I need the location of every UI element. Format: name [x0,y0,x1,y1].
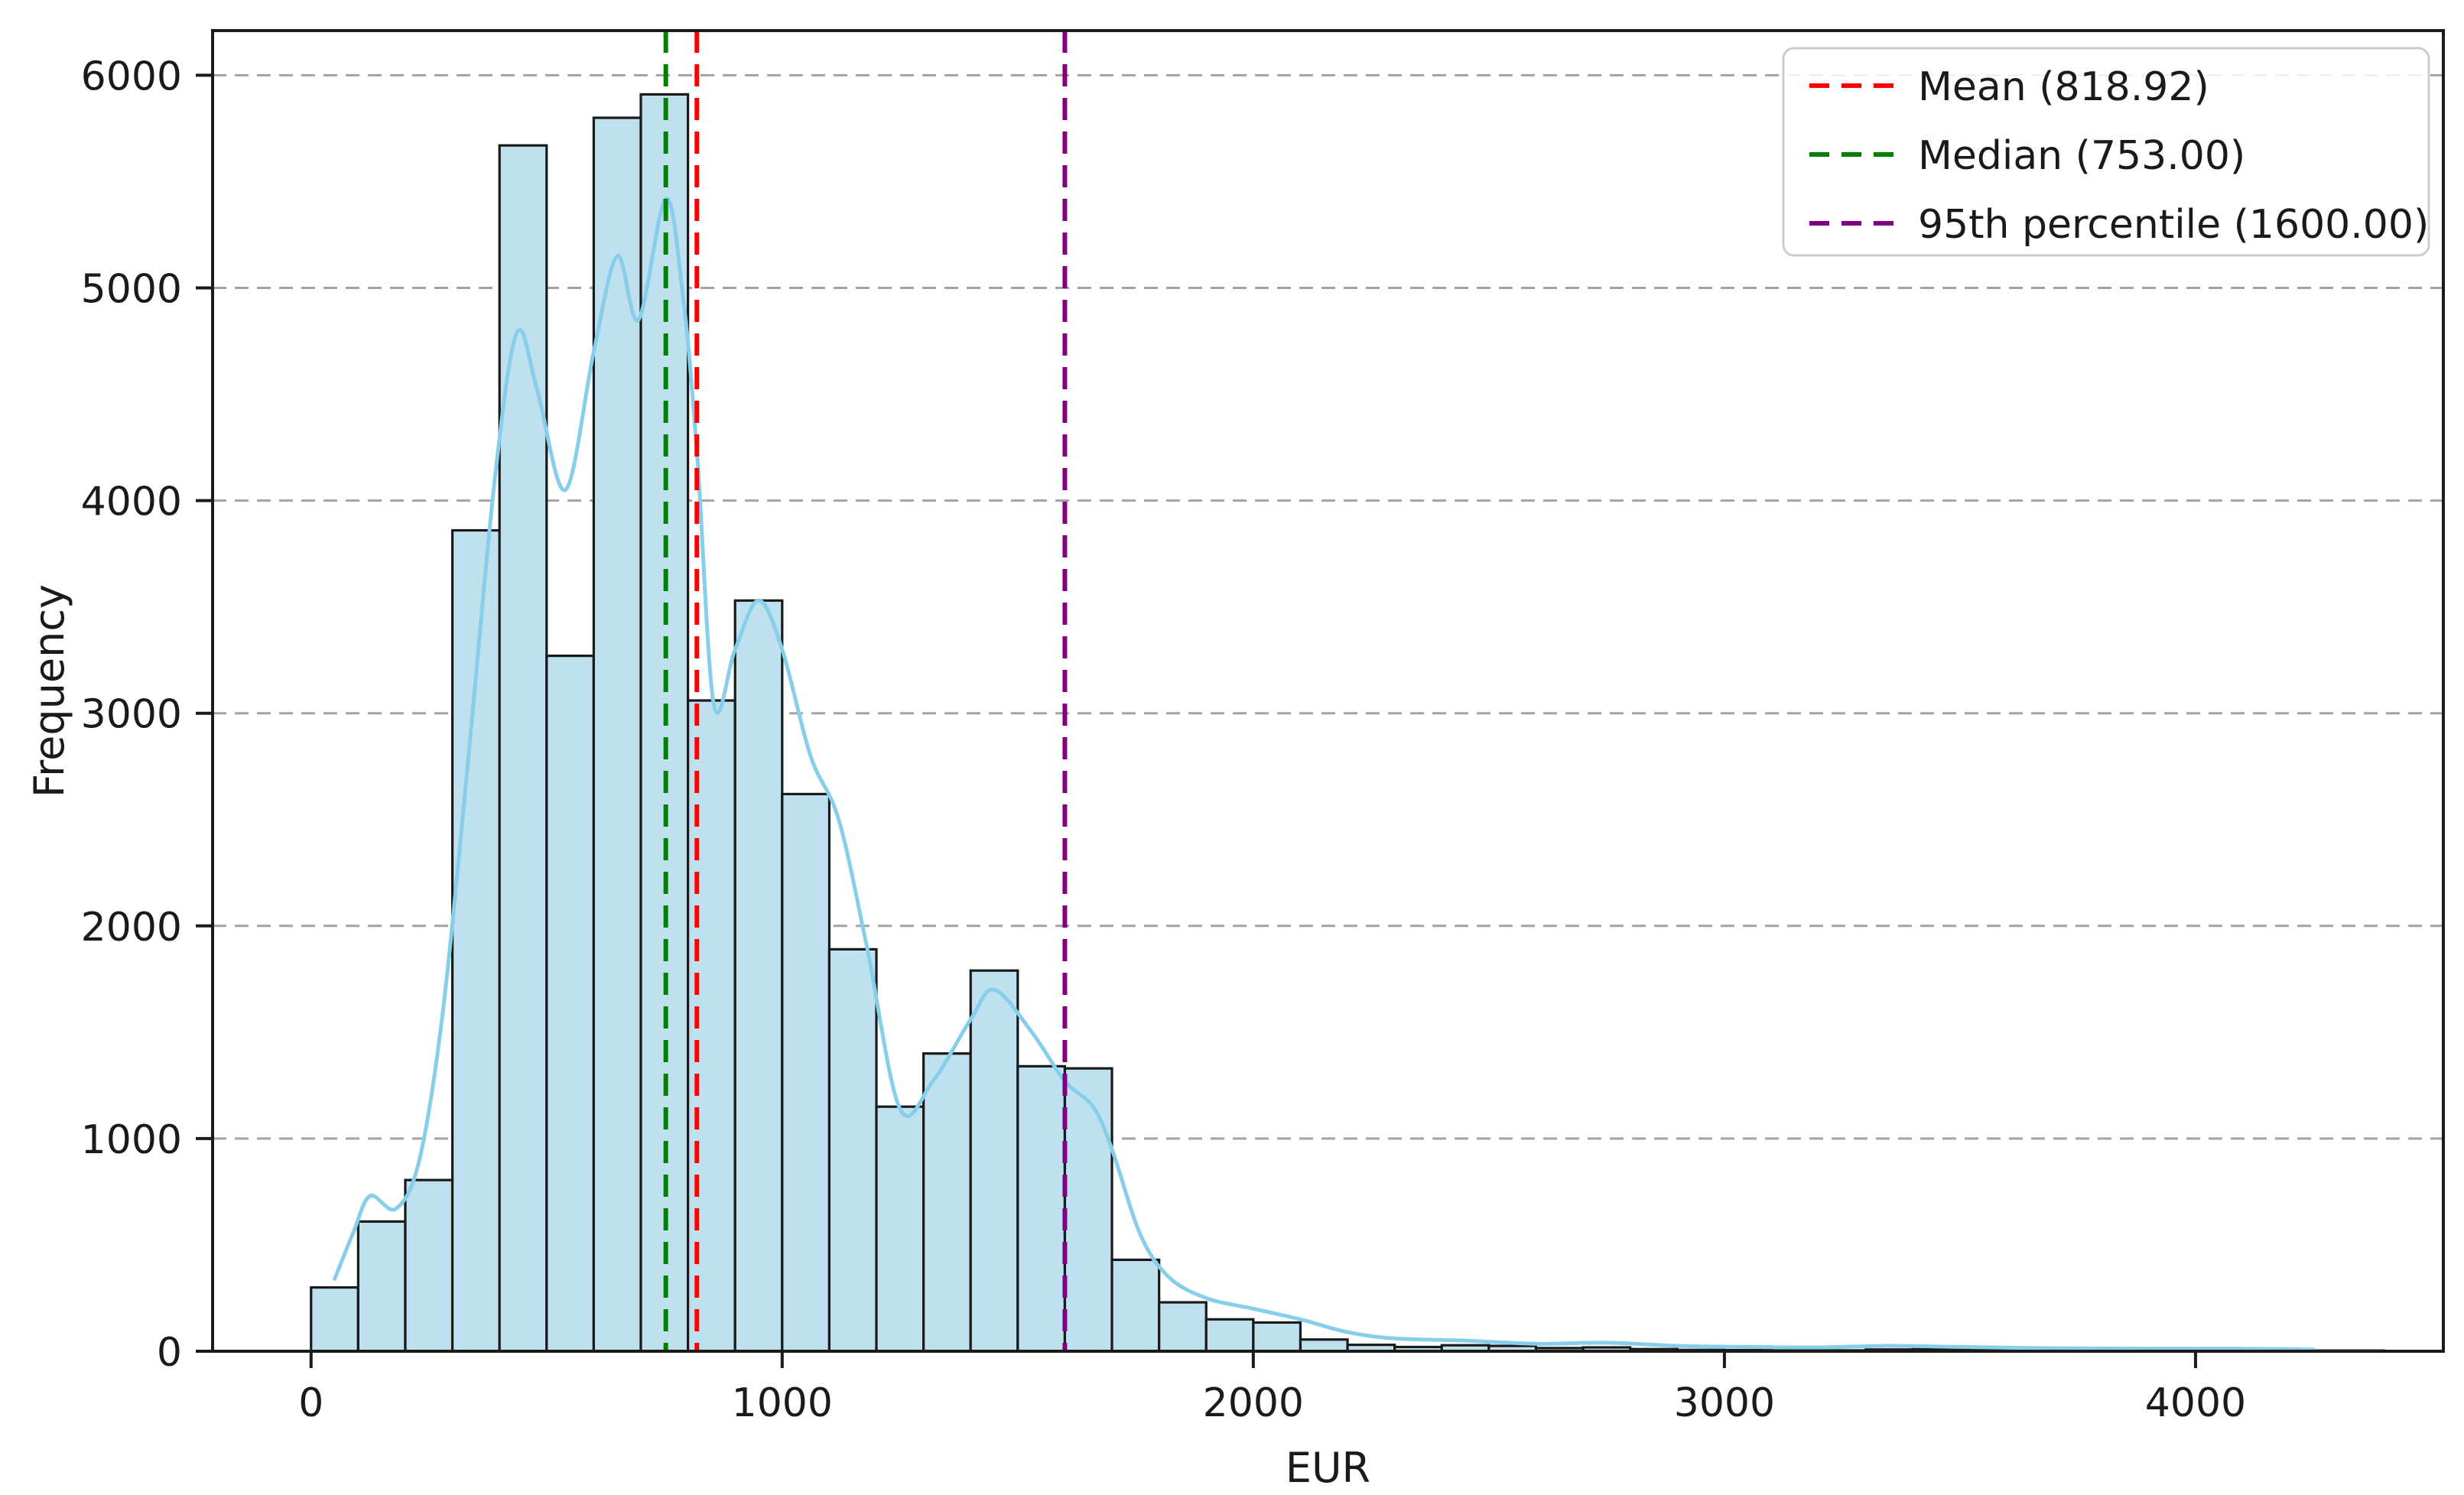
y-tick-label: 0 [157,1330,182,1376]
histogram-bar [498,144,548,1353]
x-tick-label: 4000 [2145,1380,2246,1426]
x-axis-label: EUR [1286,1444,1370,1492]
histogram-bar [1252,1321,1302,1353]
histogram-bar [1063,1067,1113,1353]
histogram-bar [450,528,501,1353]
y-axis-label: Frequency [25,584,73,798]
y-tick-label: 1000 [81,1117,182,1163]
histogram-bar [592,116,642,1353]
histogram-bar [1204,1318,1255,1353]
y-tick-label: 5000 [81,267,182,313]
histogram-bar [733,599,784,1353]
histogram-bar [827,947,878,1353]
histogram-bar [1016,1064,1067,1353]
legend-label-median: Median (753.00) [1918,133,2245,179]
y-tick-label: 6000 [81,54,182,99]
histogram-bar [781,792,831,1353]
axes-spines [211,29,2445,1353]
histogram-bar [922,1052,972,1353]
legend-box [1782,47,2430,257]
histogram-bar [1110,1258,1161,1353]
histogram-bar [545,655,595,1353]
kde-curve [333,197,2316,1352]
legend-label-p95: 95th percentile (1600.00) [1918,202,2429,248]
histogram-bar [310,1285,359,1353]
legend-label-mean: Mean (818.92) [1918,64,2209,110]
histogram-bar [969,969,1019,1353]
x-tick-label: 3000 [1674,1380,1775,1426]
x-tick-label: 1000 [732,1380,833,1426]
histogram-bar [875,1105,925,1353]
x-tick-label: 0 [298,1380,323,1426]
histogram-bar [1158,1301,1208,1353]
y-tick-label: 4000 [81,479,182,525]
y-tick-label: 3000 [81,692,182,738]
y-tick-label: 2000 [81,905,182,951]
histogram-bar [404,1178,454,1353]
histogram-bar [356,1220,407,1353]
x-tick-label: 2000 [1203,1380,1304,1426]
histogram-bar [1299,1338,1349,1353]
